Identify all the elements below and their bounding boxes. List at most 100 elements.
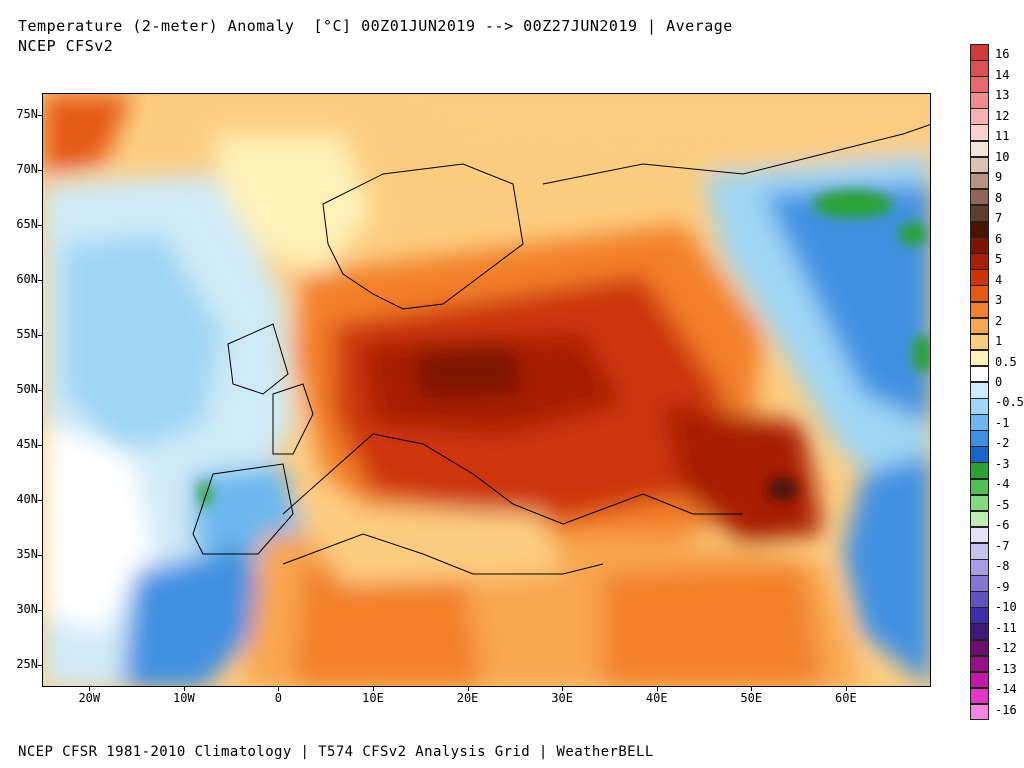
colorbar-label: 1 [995,334,1003,349]
colorbar-label: 0.5 [995,354,1017,369]
colorbar-swatch [970,349,989,367]
colorbar-label: -5 [995,497,1010,512]
colorbar-swatch [970,140,989,158]
colorbar-swatch [970,365,989,383]
colorbar-swatch [970,333,989,351]
colorbar-swatch [970,510,989,528]
colorbar-swatch [970,317,989,335]
colorbar-label: -10 [995,600,1017,615]
latitude-label: 40N [16,492,38,506]
longitude-tick [845,687,847,691]
colorbar-swatch [970,526,989,544]
latitude-tick [38,170,42,171]
latitude-label: 65N [16,217,38,231]
colorbar-label: 4 [995,272,1003,287]
coastlines [192,124,930,575]
colorbar-label: -6 [995,518,1010,533]
colorbar-label: 0 [995,375,1003,389]
colorbar-label: -4 [995,477,1010,492]
latitude-label: 60N [16,272,38,286]
longitude-label: 40E [645,691,668,705]
colorbar-label: -9 [995,579,1010,594]
map-title: Temperature (2-meter) Anomaly [°C] 00Z01… [18,17,733,35]
colorbar-swatch [970,430,989,447]
colorbar-label: -3 [995,456,1010,471]
longitude-label: 10E [362,691,384,705]
colorbar-label: -0.5 [995,395,1024,410]
colorbar-label: -13 [995,661,1017,676]
latitude-label: 35N [16,547,38,561]
colorbar-swatch [970,60,989,77]
longitude-label: 10W [173,691,195,705]
colorbar-swatch [970,703,989,721]
anomaly-map [42,93,931,687]
latitude-tick [38,665,42,666]
latitude-label: 25N [16,657,38,671]
latitude-tick [38,335,42,336]
colorbar-label: -12 [995,641,1017,656]
anomaly-field [43,94,930,686]
latitude-tick [38,280,42,281]
colorbar-label: -8 [995,559,1010,574]
colorbar-swatch [970,398,989,415]
longitude-label: 30E [551,691,573,705]
colorbar-swatch [970,623,989,641]
longitude-label: 0 [274,691,283,705]
latitude-tick [38,115,42,116]
model-name: NCEP CFSv2 [18,37,114,55]
colorbar-swatch [970,156,989,174]
latitude-label: 50N [16,382,38,396]
colorbar-swatch [970,494,989,512]
colorbar-label: -7 [995,538,1010,553]
longitude-tick [656,687,658,691]
longitude-tick [89,687,91,691]
latitude-label: 70N [16,162,38,176]
colorbar-label: 14 [995,67,1010,82]
latitude-label: 30N [16,602,38,616]
footer-credits: NCEP CFSR 1981-2010 Climatology | T574 C… [18,744,654,760]
longitude-label: 20W [78,691,101,705]
colorbar-swatch [970,108,989,125]
colorbar-label: 10 [995,149,1010,164]
colorbar-swatch [970,92,989,109]
colorbar-swatch [970,172,989,190]
colorbar-label: -16 [995,702,1017,717]
colorbar-swatch [970,285,989,303]
colorbar-swatch [970,655,989,673]
colorbar-label: 9 [995,170,1003,185]
latitude-label: 45N [16,437,38,451]
colorbar-label: -11 [995,620,1017,635]
colorbar-label: 5 [995,252,1003,267]
longitude-tick [183,687,185,691]
colorbar-label: 16 [995,47,1010,62]
colorbar-swatch [970,253,989,270]
latitude-tick [38,225,42,226]
anomaly-detail [199,190,930,508]
colorbar-swatch [970,414,989,431]
colorbar-swatch [970,301,989,319]
colorbar-swatch [970,639,989,657]
colorbar-swatch [970,382,989,399]
colorbar-swatch [970,607,989,624]
colorbar-swatch [970,124,989,142]
colorbar-swatch [970,44,989,61]
colorbar-label: -14 [995,682,1017,697]
colorbar-label: -2 [995,436,1010,451]
colorbar-label: 12 [995,108,1010,123]
colorbar-swatch [970,462,989,480]
longitude-tick [467,687,469,691]
colorbar-label: -1 [995,415,1010,430]
colorbar-label: 2 [995,313,1003,328]
latitude-tick [38,445,42,446]
longitude-tick [373,687,374,691]
colorbar-swatch [970,269,989,286]
colorbar-label: 6 [995,231,1003,246]
longitude-tick [562,687,564,691]
latitude-tick [38,390,42,391]
latitude-tick [38,500,42,501]
latitude-tick [38,610,42,611]
colorbar-swatch [970,237,989,254]
colorbar-swatch [970,671,989,689]
colorbar-swatch [970,76,989,93]
colorbar-swatch [970,542,989,560]
